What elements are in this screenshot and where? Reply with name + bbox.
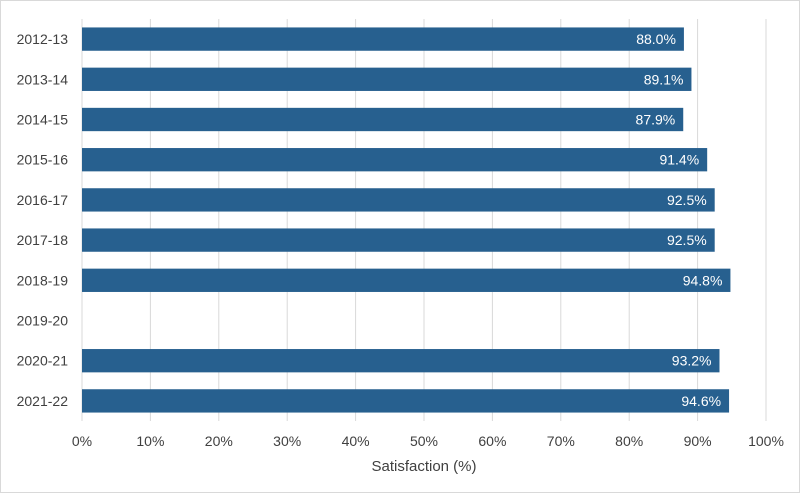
- bar-value-label: 92.5%: [667, 232, 707, 248]
- bar-value-label: 88.0%: [636, 31, 676, 47]
- x-tick-label: 80%: [615, 433, 643, 449]
- category-labels: 2012-13 2013-14 2014-15 2015-16 2016-17 2017-…: [17, 31, 69, 409]
- x-tick-labels: 0% 10% 20% 30% 40% 50% 60% 70% 80% 90% 100%: [72, 433, 784, 449]
- x-tick-label: 0%: [72, 433, 92, 449]
- bar: [82, 107, 684, 132]
- bar-value-label: 89.1%: [644, 71, 684, 87]
- bar-value-label: 92.5%: [667, 192, 707, 208]
- bars: 88.0% 89.1% 87.9% 91.4% 92.5% 92.5% 94.8% 93.2%…: [82, 27, 731, 413]
- bar-value-label: 93.2%: [672, 353, 712, 369]
- x-tick-label: 70%: [547, 433, 575, 449]
- x-tick-label: 20%: [205, 433, 233, 449]
- bar: [82, 268, 731, 292]
- bar: [82, 389, 730, 413]
- x-tick-label: 10%: [136, 433, 164, 449]
- category-label: 2015-16: [17, 152, 69, 168]
- bar: [82, 67, 692, 91]
- category-label: 2012-13: [17, 31, 69, 47]
- category-label: 2019-20: [17, 313, 69, 329]
- x-tick-label: 40%: [342, 433, 370, 449]
- category-label: 2013-14: [17, 71, 69, 87]
- x-axis-title: Satisfaction (%): [371, 458, 476, 475]
- x-tick-label: 90%: [684, 433, 712, 449]
- bar: [82, 228, 715, 252]
- category-label: 2014-15: [17, 112, 69, 128]
- category-label: 2018-19: [17, 272, 69, 288]
- x-tick-label: 100%: [748, 433, 784, 449]
- bar: [82, 188, 715, 212]
- bar: [82, 349, 720, 373]
- bar-value-label: 94.6%: [681, 393, 721, 409]
- category-label: 2021-22: [17, 393, 69, 409]
- category-label: 2017-18: [17, 232, 69, 248]
- bar-value-label: 91.4%: [659, 152, 699, 168]
- category-label: 2016-17: [17, 192, 69, 208]
- bar-value-label: 87.9%: [636, 112, 676, 128]
- x-tick-label: 50%: [410, 433, 438, 449]
- bar: [82, 148, 708, 172]
- x-tick-label: 30%: [273, 433, 301, 449]
- x-tick-label: 60%: [478, 433, 506, 449]
- category-label: 2020-21: [17, 353, 69, 369]
- bar: [82, 27, 684, 51]
- bar-value-label: 94.8%: [683, 272, 723, 288]
